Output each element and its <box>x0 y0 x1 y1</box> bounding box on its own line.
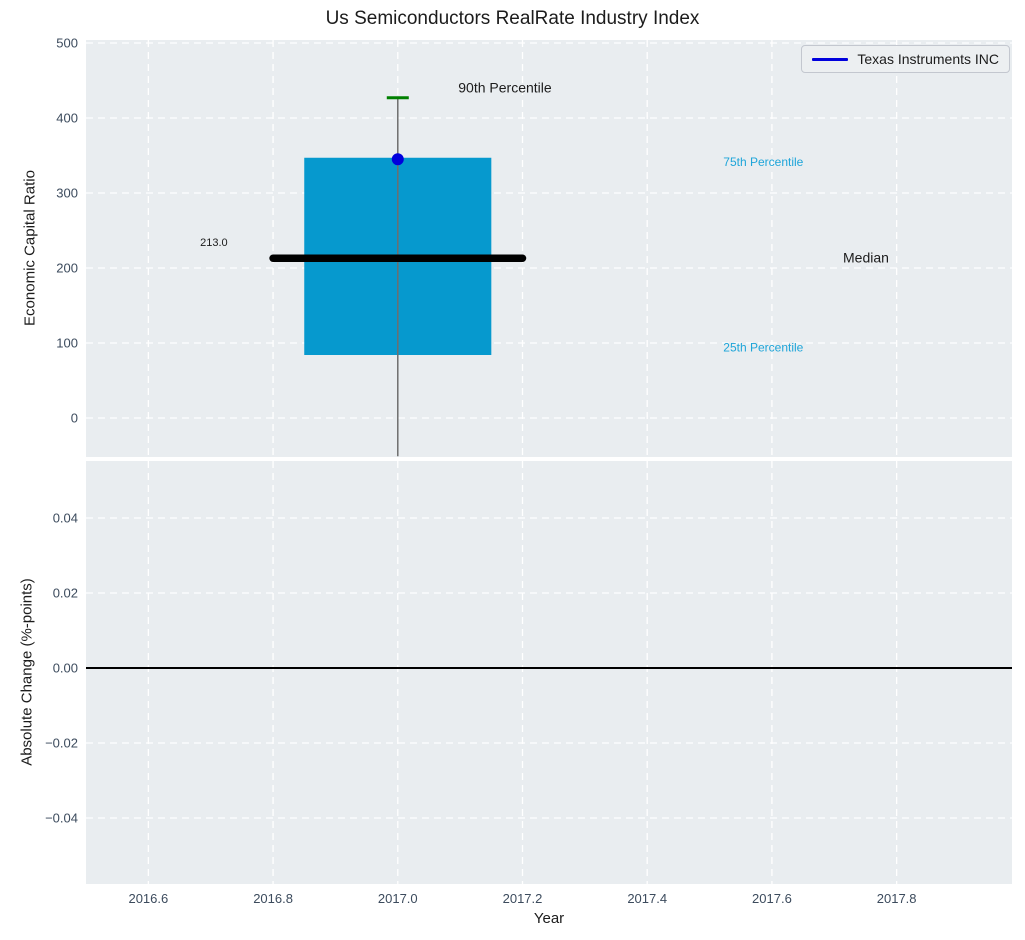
label-90th-percentile: 90th Percentile <box>458 79 552 95</box>
legend-line-sample <box>812 57 849 61</box>
top-y-tick-label: 300 <box>56 186 78 201</box>
top-y-tick-label: 500 <box>56 36 78 51</box>
x-tick-label: 2016.8 <box>253 891 293 906</box>
label-median-value: 213.0 <box>200 237 228 249</box>
bottom-y-axis-label: Absolute Change (%-points) <box>18 578 36 766</box>
x-tick-label: 2017.4 <box>627 891 667 906</box>
bottom-plot-area <box>86 461 1012 884</box>
bottom-y-tick-label: 0.02 <box>53 586 78 601</box>
top-plot-area <box>86 40 1012 457</box>
label-median: Median <box>843 250 889 266</box>
x-tick-label: 2017.0 <box>378 891 418 906</box>
legend: Texas Instruments INC <box>801 45 1010 73</box>
top-y-tick-label: 0 <box>71 411 78 426</box>
label-25th-percentile: 25th Percentile <box>723 340 803 354</box>
top-y-axis-label: Economic Capital Ratio <box>21 170 39 326</box>
bottom-y-tick-label: −0.04 <box>45 811 78 826</box>
bottom-y-tick-label: 0.04 <box>53 511 78 526</box>
x-axis-label: Year <box>533 910 565 927</box>
x-tick-label: 2017.6 <box>752 891 792 906</box>
top-y-tick-label: 100 <box>56 336 78 351</box>
bottom-y-tick-label: 0.00 <box>53 661 78 676</box>
x-tick-label: 2016.6 <box>128 891 168 906</box>
label-75th-percentile: 75th Percentile <box>723 155 803 169</box>
texas-instruments-point <box>391 153 404 166</box>
top-y-tick-label: 400 <box>56 111 78 126</box>
x-tick-label: 2017.2 <box>503 891 543 906</box>
top-y-tick-label: 200 <box>56 261 78 276</box>
legend-label: Texas Instruments INC <box>857 51 999 67</box>
chart-title: Us Semiconductors RealRate Industry Inde… <box>325 8 700 29</box>
x-tick-label: 2017.8 <box>877 891 917 906</box>
bottom-y-tick-label: −0.02 <box>45 736 78 751</box>
